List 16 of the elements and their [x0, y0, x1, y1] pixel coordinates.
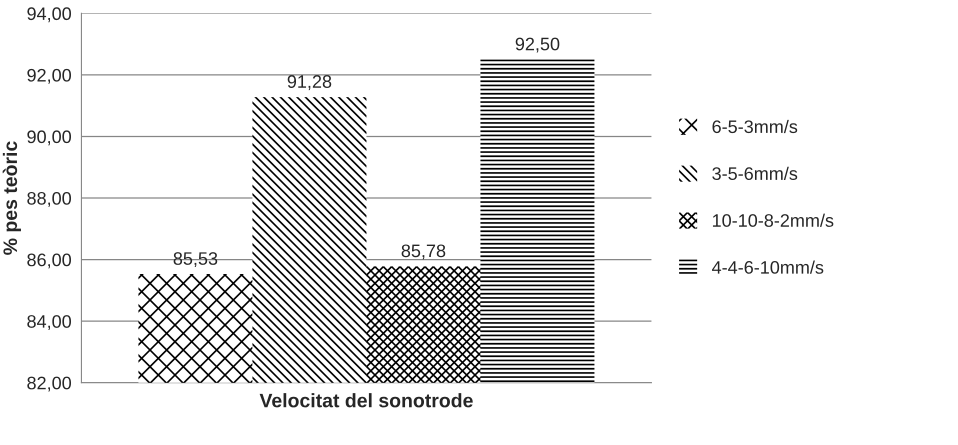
- y-tick-label: 92,00: [27, 68, 72, 84]
- y-tick-label: 82,00: [27, 376, 72, 392]
- y-tick-label: 84,00: [27, 315, 72, 330]
- legend-label: 3-5-6mm/s: [712, 166, 798, 180]
- legend-label: 6-5-3mm/s: [712, 120, 798, 134]
- y-tick-label: 94,00: [27, 7, 72, 22]
- data-label: 92,50: [516, 38, 560, 53]
- data-label: 85,78: [402, 244, 446, 260]
- y-tick-label: 86,00: [27, 254, 72, 268]
- y-tick-label: 88,00: [27, 192, 72, 207]
- data-label: 91,28: [288, 75, 332, 90]
- x-axis-title: Velocitat del sonotrode: [260, 393, 473, 408]
- y-axis-title: % pes teòric: [2, 141, 21, 255]
- y-tick-label: 90,00: [27, 130, 72, 146]
- legend-label: 4-4-6-10mm/s: [712, 260, 824, 274]
- legend-label: 10-10-8-2mm/s: [712, 214, 834, 227]
